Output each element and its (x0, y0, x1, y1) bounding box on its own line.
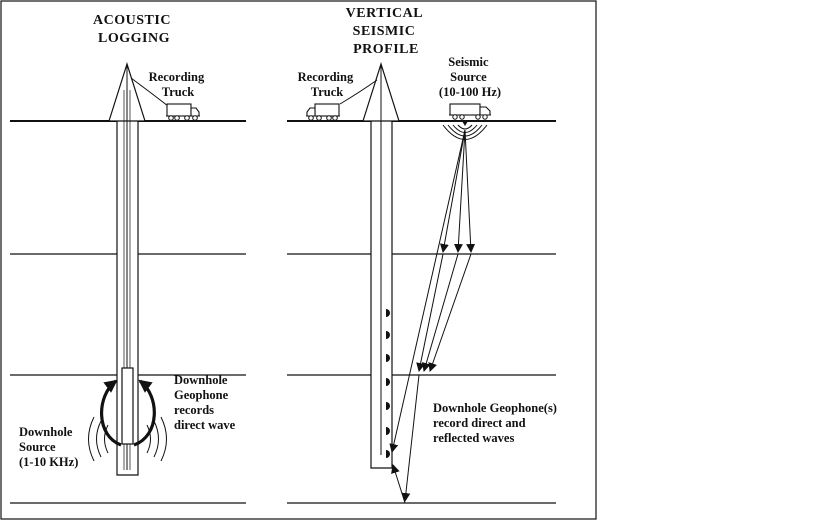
svg-text:Downhole Geophone: Downhole Geophone records direct wave (174, 373, 236, 432)
svg-text:Downhole Geophone(s) rec: Downhole Geophone(s) record direct and r… (433, 401, 560, 445)
vsp-source-label-line-2: Source (450, 70, 487, 84)
vsp-title-line-2: SEISMIC (353, 24, 416, 39)
acoustic-source-label-line-3: (1-10 KHz) (19, 455, 78, 469)
vsp-source-label-line-1: Seismic (448, 55, 489, 69)
reflected-ray-up (416, 253, 444, 372)
acoustic-source-label-line-2: Source (19, 440, 56, 454)
reflected-ray-up (421, 253, 459, 372)
geophone-markers (386, 309, 390, 458)
recording-truck-icon (166, 103, 200, 121)
direct-wave-path (133, 379, 156, 447)
vsp-title-line-1: VERTICAL (346, 6, 423, 21)
deep-ray-down (401, 374, 420, 502)
seismic-source-truck-icon (449, 103, 491, 126)
svg-text:Recording Truck: Recording Truck (298, 70, 357, 99)
geophone-icon (386, 402, 390, 410)
reflected-ray-down (439, 129, 466, 253)
downhole-tool (121, 367, 134, 445)
reflected-ray-down (464, 129, 476, 253)
truck-cable (130, 77, 169, 107)
ray-paths (389, 129, 476, 504)
vsp-geophone-label-line-1: Downhole Geophone(s) (433, 401, 557, 415)
svg-text:Seismic Source (10: Seismic Source (10-100 Hz) (439, 55, 501, 99)
vertical-seismic-profile-panel: VERTICAL SEISMIC PROFILE Recording Truck… (287, 6, 560, 504)
acoustic-truck-label-line-1: Recording (149, 70, 205, 84)
diagram-frame (0, 0, 597, 520)
svg-text:VERTICAL SEISMIC P: VERTICAL SEISMIC PROFILE (346, 6, 427, 57)
vsp-geophone-label-line-3: reflected waves (433, 431, 514, 445)
truck-cable (339, 79, 378, 105)
recording-truck-icon (306, 103, 340, 121)
direct-ray (389, 129, 466, 453)
vsp-truck-label-line-1: Recording (298, 70, 354, 84)
reflected-ray-up (428, 253, 472, 372)
geophone-icon (386, 378, 390, 386)
vsp-title-line-3: PROFILE (353, 42, 419, 57)
geophone-icon (386, 331, 390, 339)
geophone-icon (386, 427, 390, 435)
acoustic-geophone-label-line-3: records (174, 403, 214, 417)
acoustic-source-label-line-1: Downhole (19, 425, 73, 439)
acoustic-geophone-label-line-4: direct wave (174, 418, 236, 432)
svg-text:Downhole Source (1: Downhole Source (1-10 KHz) (19, 425, 78, 469)
direct-wave-path (100, 379, 122, 447)
vsp-source-label-line-3: (10-100 Hz) (439, 85, 501, 99)
geophone-icon (386, 450, 390, 458)
reflected-ray-down (453, 129, 466, 253)
acoustic-geophone-label-line-2: Geophone (174, 388, 229, 402)
acoustic-title-line-2: LOGGING (98, 31, 170, 46)
acoustic-logging-panel: ACOUSTIC LOGGING Recording Truck Downhol… (10, 13, 246, 504)
acoustic-truck-label-line-2: Truck (162, 85, 194, 99)
geophone-icon (386, 354, 390, 362)
acoustic-title-line-1: ACOUSTIC (93, 13, 171, 28)
source-radiation-icon (88, 416, 167, 462)
deep-ray-up (391, 464, 406, 504)
svg-text:Recording Truck: Recording Truck (149, 70, 208, 99)
svg-text:ACOUSTIC LOGGING: ACOUSTIC LOGGING (93, 13, 175, 46)
vsp-geophone-label-line-2: record direct and (433, 416, 526, 430)
vsp-truck-label-line-2: Truck (311, 85, 343, 99)
acoustic-geophone-label-line-1: Downhole (174, 373, 228, 387)
geophone-icon (386, 309, 390, 317)
